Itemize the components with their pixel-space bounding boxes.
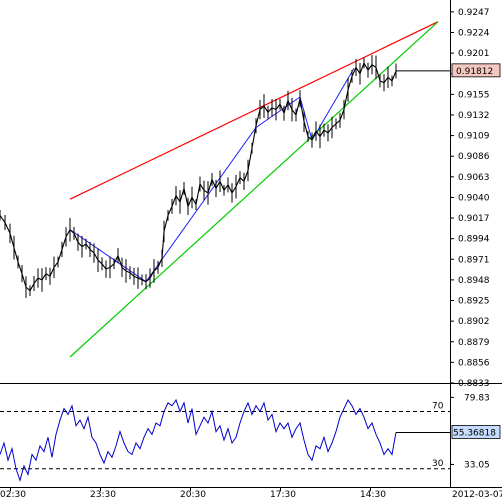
time-tick-label: 23:30	[90, 490, 116, 498]
price-tick-label: 0.9017	[458, 214, 490, 224]
price-tick-label: 0.9247	[458, 8, 490, 18]
price-last-label: 0.91812	[456, 67, 493, 77]
price-tick-label: 0.8879	[458, 338, 490, 348]
time-tick-label: 14:30	[360, 490, 386, 498]
date-label: 2012-03-07	[452, 490, 502, 498]
price-axis: 0.92470.92240.92010.91780.91550.91320.91…	[450, 8, 490, 389]
price-tick-label: 0.8925	[458, 297, 490, 307]
price-tick-label: 0.9155	[458, 90, 490, 100]
rsi-line	[0, 398, 397, 482]
price-tick-label: 0.9063	[458, 173, 490, 183]
rsi-axis: 79.83 33.05	[450, 393, 490, 470]
price-series	[0, 55, 397, 298]
price-tick-label: 0.9132	[458, 111, 490, 121]
price-tick-label: 0.9040	[458, 193, 490, 203]
rsi-tick-label: 33.05	[464, 460, 490, 470]
price-last-box	[451, 63, 501, 78]
rsi-last-value: 55.36818	[396, 425, 501, 439]
price-tick-label: 0.9201	[458, 49, 490, 59]
trendline-upper	[69, 21, 439, 200]
price-tick-label: 0.9224	[458, 28, 490, 38]
time-tick-label: 17:30	[270, 490, 296, 498]
price-tick-label: 0.8856	[458, 358, 490, 368]
price-tick-label: 0.8994	[458, 235, 490, 245]
price-tick-label: 0.8902	[458, 317, 490, 327]
time-tick-label: 20:30	[180, 490, 206, 498]
trendline-zigzag	[69, 68, 355, 283]
trendlines	[69, 21, 439, 358]
price-tick-label: 0.8833	[458, 379, 490, 389]
rsi-last-box	[451, 425, 501, 439]
rsi-tick-label: 79.83	[464, 393, 490, 403]
price-tick-label: 0.9109	[458, 132, 490, 142]
rsi-last-label: 55.36818	[453, 428, 496, 438]
time-tick-label: 02:30	[0, 490, 26, 498]
time-axis: 02:30 23:30 20:30 17:30 14:30 2012-03-07	[0, 487, 502, 498]
rsi-series	[0, 398, 397, 482]
price-tick-label: 0.9086	[458, 152, 490, 162]
trendline-lower	[69, 21, 439, 358]
rsi-level-label: 70	[432, 401, 444, 411]
price-line	[0, 61, 397, 292]
price-last-value: 0.91812	[396, 63, 501, 78]
price-tick-label: 0.8971	[458, 255, 490, 265]
rsi-levels: 70 30	[0, 401, 450, 470]
rsi-level-label: 30	[432, 459, 444, 469]
chart-frame	[0, 0, 502, 488]
price-tick-label: 0.8948	[458, 276, 490, 286]
